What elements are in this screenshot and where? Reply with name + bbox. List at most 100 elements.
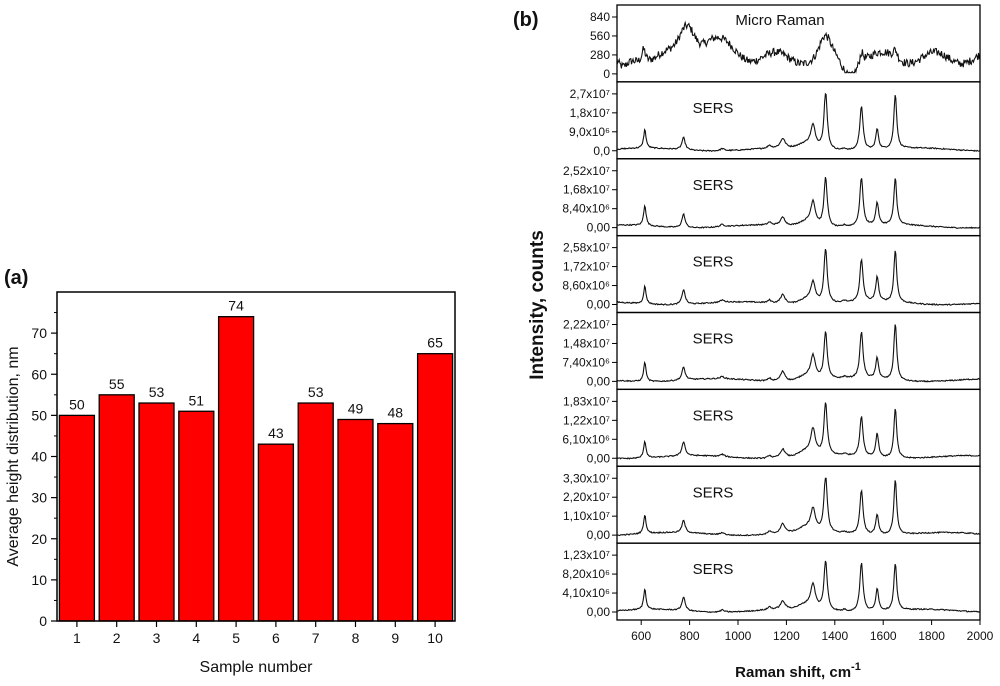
bar: [178, 410, 215, 622]
x-tick-label: 9: [391, 630, 399, 646]
bar-value-label: 49: [348, 400, 364, 416]
x-tick-label: 1400: [821, 629, 848, 643]
bar-value-label: 48: [388, 405, 404, 421]
spectrum-line-2: [616, 92, 981, 152]
x-tick-label: 10: [427, 630, 443, 646]
bar-value-label: 53: [149, 384, 165, 400]
x-tick-label: 4: [192, 630, 200, 646]
y-tick-label: 280: [590, 48, 610, 62]
y-tick-label: 4,10x10⁶: [562, 586, 610, 600]
y-tick-label: 70: [31, 325, 47, 341]
y-tick-label: 2,20x10⁷: [563, 490, 610, 504]
x-tick-label: 1000: [725, 629, 752, 643]
y-tick-label: 50: [31, 407, 47, 423]
y-tick-label: 560: [590, 29, 610, 43]
y-tick-label: 6,10x10⁶: [562, 432, 610, 446]
y-tick-label: 3,30x10⁷: [563, 471, 610, 485]
y-tick-label: 1,48x10⁷: [563, 336, 610, 350]
bar: [217, 316, 255, 622]
y-tick-label: 0: [39, 613, 47, 629]
y-tick-label: 1,10x10⁷: [563, 509, 610, 523]
y-tick-label: 40: [31, 449, 47, 465]
y-tick-label: 8,40x10⁶: [562, 202, 610, 216]
subplot-frame-6: [616, 388, 981, 467]
subplot-frame-5: [616, 311, 981, 391]
x-tick-label: 2: [113, 630, 121, 646]
x-tick-label: 2000: [967, 629, 994, 643]
subplot-label-6: SERS: [693, 407, 734, 424]
y-tick-label: 840: [590, 10, 610, 24]
bar: [98, 394, 135, 622]
x-axis-title-superscript: -1: [851, 661, 861, 673]
bar-value-label: 43: [268, 425, 284, 441]
y-tick-label: 1,83x10⁷: [563, 394, 610, 408]
x-tick-label: 8: [352, 630, 360, 646]
y-tick-label: 2,22x10⁷: [563, 318, 610, 332]
spectrum-line-4: [616, 248, 981, 306]
y-tick-label: 1,72x10⁷: [563, 260, 610, 274]
x-tick-label: 7: [312, 630, 320, 646]
bar-chart-a: 50 1 55 2 53 3 51 4 74 5 43 6 53 7 49 8 48 9 65 10 0 10 20 30 40…: [5, 291, 456, 676]
y-tick-label: 8,60x10⁶: [562, 279, 610, 293]
subplot-label-8: SERS: [693, 561, 734, 578]
y-tick-label: 0: [603, 67, 610, 81]
bar: [337, 418, 374, 622]
y-tick-label: 1,8x10⁷: [570, 106, 610, 120]
x-axis-title-text: Raman shift, cm: [735, 664, 851, 681]
subplot-label-3: SERS: [693, 177, 734, 194]
y-axis-title: Average height distribution, nm: [5, 346, 22, 566]
y-tick-label: 0,00: [587, 605, 611, 619]
bar-value-label: 51: [189, 392, 205, 408]
bar: [416, 353, 454, 622]
y-tick-label: 2,58x10⁷: [563, 241, 610, 255]
subplot-label-4: SERS: [693, 254, 734, 271]
subplot-frame-8: [616, 542, 981, 621]
panel-b-label: (b): [513, 9, 539, 31]
x-tick-label: 5: [232, 630, 240, 646]
bar-value-label: 74: [228, 298, 244, 314]
x-tick-label: 6: [272, 630, 280, 646]
x-tick-label: 1800: [918, 629, 945, 643]
y-tick-label: 0,00: [587, 221, 611, 235]
y-axis-title: Intensity, counts: [527, 230, 548, 380]
y-tick-label: 10: [31, 572, 47, 588]
spectrum-line-7: [617, 477, 981, 537]
raman-chart-b: Micro Raman 0 280 560 840 SERS 0,0 9,0x10⁶ 1,8x1…: [527, 4, 994, 681]
subplot-label-7: SERS: [693, 484, 734, 501]
y-tick-label: 20: [31, 531, 47, 547]
bar-value-label: 50: [69, 396, 85, 412]
y-tick-label: 1,68x10⁷: [563, 183, 610, 197]
subplot-label-2: SERS: [693, 100, 734, 117]
y-tick-label: 0,00: [587, 374, 611, 388]
y-tick-label: 8,20x10⁶: [562, 567, 610, 581]
y-tick-label: 9,0x10⁶: [569, 125, 610, 139]
y-tick-label: 2,7x10⁷: [570, 87, 610, 101]
y-tick-label: 0,00: [587, 298, 611, 312]
bar: [58, 414, 96, 622]
subplot-label-5: SERS: [693, 331, 734, 348]
y-tick-label: 1,22x10⁷: [563, 413, 610, 427]
spectrum-line-6: [616, 402, 981, 460]
x-axis-title: Raman shift, cm-1: [735, 661, 861, 681]
spectrum-line-3: [616, 176, 981, 230]
y-tick-label: 0,00: [587, 528, 611, 542]
spectrum-line-1: [616, 20, 981, 74]
subplot-frame-7: [616, 465, 981, 544]
subplot-label-1: Micro Raman: [735, 12, 824, 29]
y-tick-label: 0,00: [587, 451, 611, 465]
bar: [257, 443, 295, 622]
x-tick-label: 1200: [773, 629, 800, 643]
y-tick-label: 2,52x10⁷: [563, 164, 610, 178]
panel-a-label: (a): [4, 267, 28, 289]
bar: [377, 422, 414, 622]
bar-value-label: 55: [109, 376, 125, 392]
subplot-frame-3: [616, 158, 981, 237]
x-axis-title: Sample number: [200, 659, 314, 676]
y-tick-label: 60: [31, 366, 47, 382]
bar: [297, 402, 334, 622]
y-tick-label: 1,23x10⁷: [563, 548, 610, 562]
x-tick-label: 1600: [870, 629, 897, 643]
x-tick-label: 600: [631, 629, 651, 643]
x-tick-label: 3: [153, 630, 161, 646]
